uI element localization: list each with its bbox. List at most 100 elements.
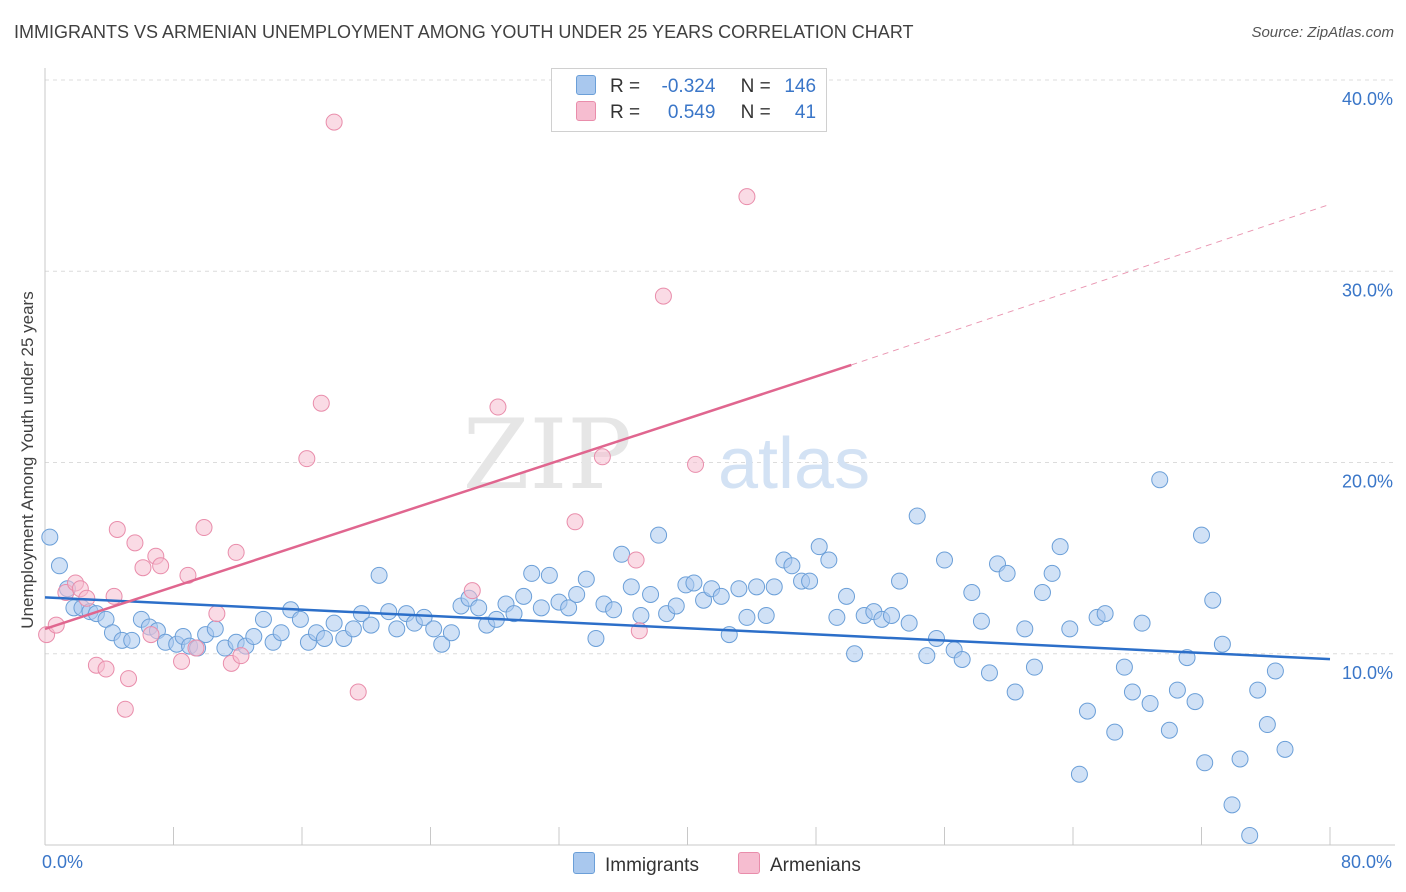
immigrants-point	[810, 538, 828, 556]
immigrants-point	[362, 616, 380, 634]
immigrants-point	[1141, 694, 1159, 712]
immigrants-point	[828, 608, 846, 626]
immigrants-point	[748, 578, 766, 596]
legend-row-immigrants: R = -0.324 N = 146	[576, 75, 816, 99]
immigrants-point	[998, 564, 1016, 582]
immigrants-point	[380, 603, 398, 621]
armenians-point	[152, 557, 170, 575]
immigrants-point	[1196, 754, 1214, 772]
immigrants-point	[568, 585, 586, 603]
axes	[44, 68, 1395, 846]
immigrants-point	[1213, 635, 1231, 653]
legend-row-armenians: R = 0.549 N = 41	[576, 101, 816, 125]
immigrants-point	[730, 580, 748, 598]
immigrants-swatch	[576, 75, 596, 95]
immigrants-point	[325, 614, 343, 632]
immigrants-point	[245, 628, 263, 646]
immigrants-point	[425, 620, 443, 638]
immigrants-point	[712, 587, 730, 605]
armenians-point	[312, 394, 330, 412]
armenians-point	[489, 398, 507, 416]
legend: R = -0.324 N = 146 R = 0.549 N = 41	[551, 68, 827, 132]
armenians-legend-swatch	[738, 852, 760, 874]
legend-r-label: R =	[610, 76, 641, 97]
legend-r-immigrants: -0.324	[661, 76, 716, 97]
immigrants-point	[738, 608, 756, 626]
immigrants-point	[41, 528, 59, 546]
armenians-point	[97, 660, 115, 678]
immigrants-point	[315, 629, 333, 647]
immigrants-point	[801, 572, 819, 590]
armenians-point	[108, 520, 126, 538]
immigrants-point	[388, 620, 406, 638]
armenians-point	[187, 639, 205, 657]
immigrants-point	[433, 635, 451, 653]
immigrants-point	[1231, 750, 1249, 768]
immigrants-point	[1258, 716, 1276, 734]
immigrants-point	[1061, 620, 1079, 638]
immigrants-legend-swatch	[573, 852, 595, 874]
legend-n-label: N =	[740, 76, 771, 97]
armenians-point	[298, 450, 316, 468]
immigrants-point	[1123, 683, 1141, 701]
immigrants-point	[560, 599, 578, 617]
legend-n-label: N =	[740, 102, 771, 123]
immigrants-point	[765, 578, 783, 596]
immigrants-point	[642, 585, 660, 603]
immigrants-point	[650, 526, 668, 544]
immigrants-point	[963, 584, 981, 602]
legend-r-armenians: 0.549	[667, 102, 716, 123]
immigrants-point	[1070, 765, 1088, 783]
armenians-point	[463, 582, 481, 600]
immigrants-point	[1223, 796, 1241, 814]
immigrants-trend-line	[44, 596, 1331, 661]
legend-n-armenians: 41	[794, 102, 817, 123]
bottom-legend-armenians: Armenians	[738, 852, 861, 877]
immigrants-point	[344, 620, 362, 638]
chart-title: IMMIGRANTS VS ARMENIAN UNEMPLOYMENT AMON…	[14, 22, 914, 42]
immigrants-point	[908, 507, 926, 525]
immigrants-point	[1043, 564, 1061, 582]
immigrants-point	[622, 578, 640, 596]
immigrants-point	[1160, 721, 1178, 739]
immigrants-point	[532, 599, 550, 617]
immigrants-point	[667, 597, 685, 615]
immigrants-point	[891, 572, 909, 590]
immigrants-point	[587, 629, 605, 647]
armenians-trend-line	[44, 363, 852, 631]
immigrants-point	[838, 587, 856, 605]
armenians-point	[349, 683, 367, 701]
immigrants-point	[685, 574, 703, 592]
immigrants-point	[927, 629, 945, 647]
immigrants-point	[980, 664, 998, 682]
immigrants-point	[206, 620, 224, 638]
y-tick-label: 30.0%	[1342, 280, 1393, 300]
immigrants-point	[1096, 605, 1114, 623]
legend-n-immigrants: 146	[784, 76, 817, 97]
armenians-point	[654, 287, 672, 305]
armenians-point	[134, 559, 152, 577]
immigrants-point	[515, 587, 533, 605]
immigrants-point	[540, 566, 558, 584]
gridlines	[45, 79, 1395, 655]
armenians-point	[593, 448, 611, 466]
immigrants-point	[820, 551, 838, 569]
armenians-legend-label: Armenians	[770, 855, 861, 876]
y-tick-label: 40.0%	[1342, 89, 1393, 109]
immigrants-point	[1033, 584, 1051, 602]
immigrants-point	[783, 557, 801, 575]
immigrants-point	[1151, 471, 1169, 489]
immigrants-point	[1276, 740, 1294, 758]
immigrants-point	[272, 624, 290, 642]
immigrants-point	[632, 607, 650, 624]
x-tick-max: 80.0%	[1340, 852, 1392, 872]
armenians-point	[142, 626, 160, 644]
y-tick-label: 10.0%	[1342, 663, 1393, 683]
bottom-legend-immigrants: Immigrants	[573, 852, 699, 877]
armenians-trend-extension	[851, 203, 1331, 366]
armenians-point	[566, 513, 584, 531]
immigrants-point	[605, 601, 623, 619]
immigrants-point	[972, 612, 990, 630]
armenians-point	[208, 605, 226, 623]
immigrants-point	[50, 557, 68, 575]
